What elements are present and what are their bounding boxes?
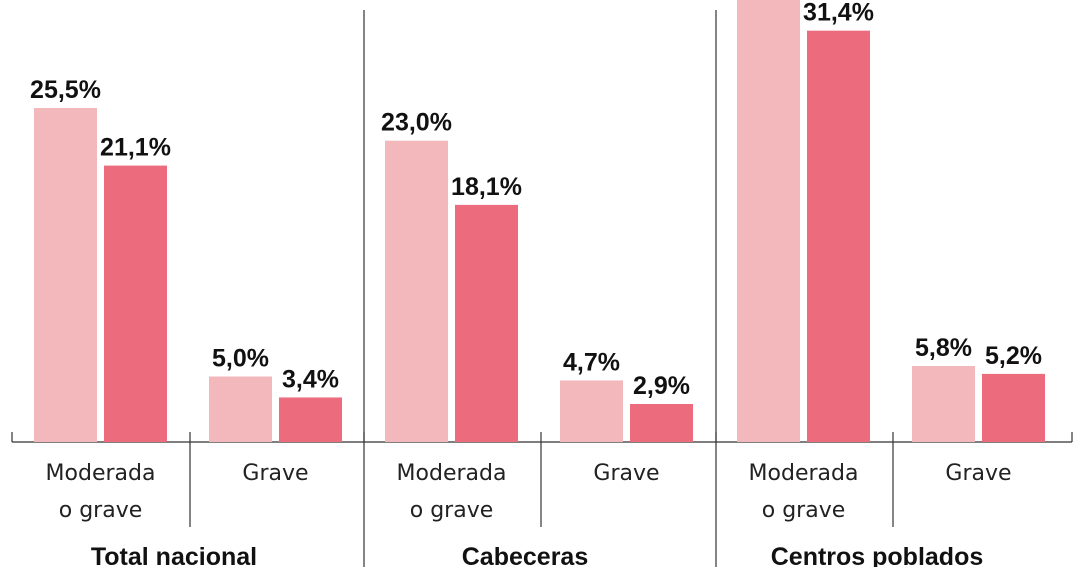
group-label-1: Cabeceras: [462, 543, 588, 567]
bar-g2-c0-s0: [737, 0, 800, 443]
bar-g0-c1-s1: [279, 397, 342, 442]
bar-g2-c0-s1: [807, 30, 870, 442]
bar-g2-c1-s1: [982, 373, 1045, 442]
bar-value-label-g1-c0-s0: 23,0%: [381, 109, 452, 137]
category-label-g0-c1-l0: Grave: [242, 461, 308, 486]
bar-value-label-g1-c1-s0: 4,7%: [563, 348, 620, 376]
bar-g2-c1-s0: [912, 366, 975, 442]
category-label-g1-c0-l0: Moderada: [397, 461, 507, 486]
category-label-g0-c0-l0: Moderada: [46, 461, 156, 486]
bar-value-label-g0-c0-s0: 25,5%: [30, 76, 101, 104]
bar-g1-c1-s0: [560, 380, 623, 442]
group-label-2: Centros poblados: [771, 543, 984, 567]
bar-g1-c0-s0: [385, 140, 448, 442]
bar-value-label-g1-c0-s1: 18,1%: [451, 173, 522, 201]
bar-value-label-g0-c1-s0: 5,0%: [212, 345, 269, 373]
bar-g0-c0-s0: [34, 107, 97, 442]
bar-value-label-g2-c0-s1: 31,4%: [803, 0, 874, 27]
bar-value-label-g2-c1-s0: 5,8%: [915, 334, 972, 362]
bar-g1-c0-s1: [455, 204, 518, 442]
bar-value-label-g0-c1-s1: 3,4%: [282, 365, 339, 393]
category-label-g1-c0-l1: o grave: [410, 498, 494, 523]
bar-value-label-g0-c0-s1: 21,1%: [100, 134, 171, 162]
bar-value-label-g1-c1-s1: 2,9%: [633, 372, 690, 400]
bar-g0-c0-s1: [104, 165, 167, 442]
category-label-g0-c0-l1: o grave: [59, 498, 143, 523]
category-label-g2-c1-l0: Grave: [945, 461, 1011, 486]
bar-g0-c1-s0: [209, 376, 272, 442]
bar-value-label-g2-c1-s1: 5,2%: [985, 342, 1042, 370]
category-label-g2-c0-l1: o grave: [762, 498, 846, 523]
group-label-0: Total nacional: [91, 543, 257, 567]
bar-g1-c1-s1: [630, 404, 693, 442]
category-label-g1-c1-l0: Grave: [593, 461, 659, 486]
category-label-g2-c0-l0: Moderada: [749, 461, 859, 486]
